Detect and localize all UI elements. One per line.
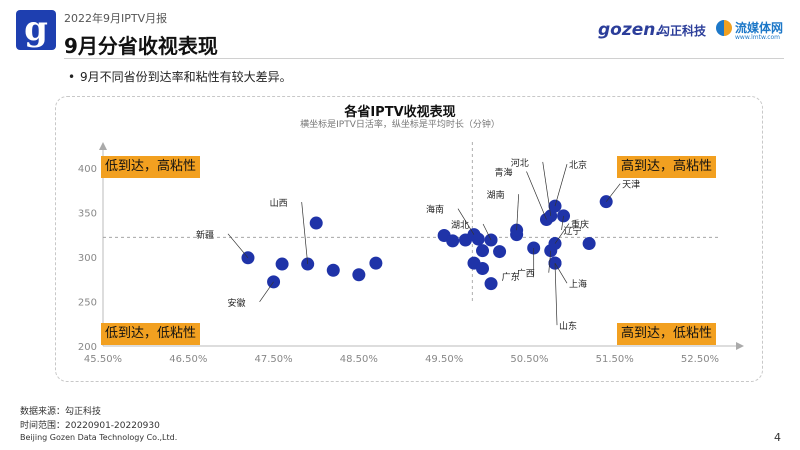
point-label: 新疆 xyxy=(196,229,214,241)
scatter-point xyxy=(476,261,490,275)
y-tick-label: 200 xyxy=(78,342,97,353)
page-number: 4 xyxy=(774,431,781,444)
page-title: 9月分省收视表现 xyxy=(64,34,218,58)
scatter-point xyxy=(352,268,366,282)
label-leader-line xyxy=(516,194,519,231)
point-label: 海南 xyxy=(426,204,444,216)
point-label: 安徽 xyxy=(228,297,246,309)
y-tick-label: 350 xyxy=(78,208,97,219)
label-leader-line xyxy=(259,281,274,303)
point-label: 广西 xyxy=(517,268,535,280)
point-label: 上海 xyxy=(569,278,587,290)
bullet-icon: • xyxy=(68,70,76,84)
point-label: 湖南 xyxy=(487,189,505,201)
point-label: 北京 xyxy=(569,159,587,171)
point-label: 湖北 xyxy=(451,220,469,231)
y-tick-label: 300 xyxy=(78,253,97,264)
chart-frame xyxy=(55,96,763,382)
x-tick-label: 46.50% xyxy=(169,354,207,365)
label-leader-line xyxy=(548,250,552,273)
point-label: 山西 xyxy=(270,198,288,209)
scatter-point xyxy=(582,237,596,251)
lmtw-brand-url: www.lmtw.com xyxy=(735,34,781,41)
label-leader-line xyxy=(526,171,547,220)
label-leader-line xyxy=(457,208,475,235)
scatter-point xyxy=(446,234,460,248)
x-axis-arrow-icon xyxy=(736,342,744,350)
lmtw-brand-name: 流媒体网 xyxy=(735,21,784,35)
scatter-point xyxy=(484,277,498,291)
scatter-point xyxy=(309,216,323,230)
point-label: 青海 xyxy=(494,166,512,178)
y-axis-arrow-icon xyxy=(99,142,107,150)
x-tick-label: 48.50% xyxy=(340,354,378,365)
x-tick-label: 51.50% xyxy=(596,354,634,365)
point-label: 山东 xyxy=(559,320,577,332)
label-leader-line xyxy=(605,183,621,202)
point-label: 辽宁 xyxy=(564,225,582,237)
x-tick-label: 50.50% xyxy=(510,354,548,365)
company-name: Beijing Gozen Data Technology Co.,Ltd. xyxy=(20,433,178,442)
bullet-text: 9月不同省份到达率和粘性有较大差异。 xyxy=(80,70,292,84)
label-leader-line xyxy=(554,223,570,244)
label-leader-line xyxy=(301,202,309,265)
x-tick-label: 49.50% xyxy=(425,354,463,365)
label-leader-line xyxy=(542,161,552,216)
label-leader-line xyxy=(482,223,492,241)
title-divider xyxy=(64,58,784,59)
label-leader-line xyxy=(227,233,249,259)
point-label: 广东 xyxy=(502,271,520,283)
quadrant-label-top-right: 高到达，高粘性 xyxy=(617,156,717,178)
label-leader-line xyxy=(554,263,558,326)
time-range: 时间范围：20220901-20220930 xyxy=(20,421,160,431)
quadrant-label-bottom-right: 高到达，低粘性 xyxy=(617,323,717,345)
label-leader-line xyxy=(561,215,564,230)
data-source: 数据来源：勾正科技 xyxy=(20,407,102,417)
x-tick-label: 45.50% xyxy=(84,354,122,365)
scatter-point xyxy=(476,244,490,258)
report-label: 2022年9月IPTV月报 xyxy=(64,12,168,25)
point-label: 重庆 xyxy=(571,219,589,231)
scatter-point xyxy=(275,257,289,271)
scatter-point xyxy=(471,232,485,246)
label-leader-line xyxy=(554,262,568,284)
gozen-brand-logo: gozen. xyxy=(598,20,662,40)
chart-subtitle: 横坐标是IPTV日活率，纵坐标是平均时长（分钟） xyxy=(300,120,500,130)
chart-title: 各省IPTV收视表现 xyxy=(344,105,456,120)
x-tick-label: 52.50% xyxy=(681,354,719,365)
quadrant-label-bottom-left: 低到达，低粘性 xyxy=(101,323,201,345)
scatter-point xyxy=(369,256,383,270)
y-tick-label: 400 xyxy=(78,164,97,175)
y-tick-label: 250 xyxy=(78,297,97,308)
gozen-brand-name: 勾正科技 xyxy=(658,24,707,38)
x-tick-label: 47.50% xyxy=(255,354,293,365)
gozen-logo: g xyxy=(16,10,56,50)
quadrant-label-top-left: 低到达，高粘性 xyxy=(101,156,201,178)
scatter-point xyxy=(326,263,340,277)
lmtw-logo-icon xyxy=(716,20,732,36)
label-leader-line xyxy=(554,164,568,207)
point-label: 河北 xyxy=(511,157,529,169)
point-label: 天津 xyxy=(622,180,640,191)
scatter-point xyxy=(493,245,507,259)
